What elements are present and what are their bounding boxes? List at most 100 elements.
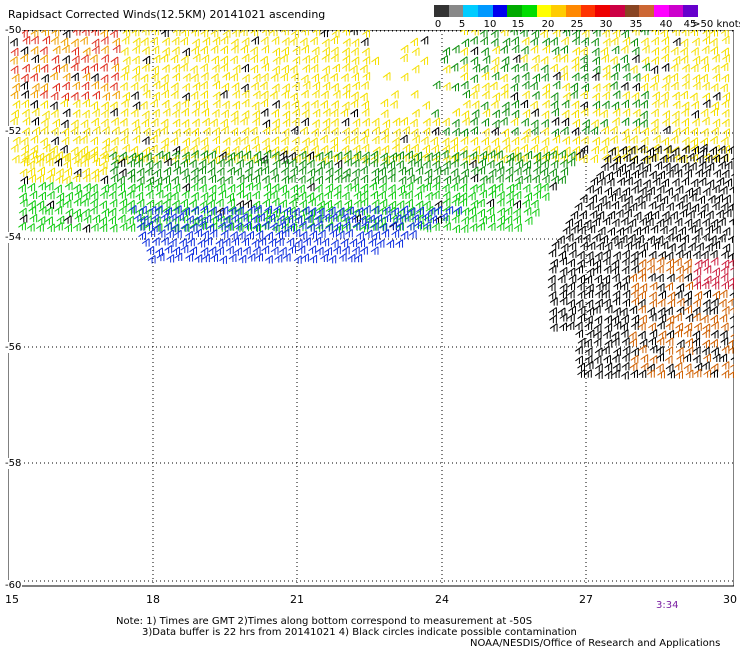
wind-barb <box>631 92 640 101</box>
wind-barb <box>540 127 549 136</box>
wind-barb <box>720 337 729 346</box>
wind-barb <box>227 184 236 193</box>
wind-barb <box>450 143 459 153</box>
wind-barb <box>286 237 295 247</box>
wind-barb <box>279 53 288 63</box>
wind-barb <box>531 54 540 64</box>
wind-barb <box>703 275 712 284</box>
wind-barb <box>470 56 479 65</box>
wind-barb <box>717 145 726 154</box>
wind-barb <box>325 174 333 184</box>
wind-barb <box>50 136 59 145</box>
wind-barb <box>301 206 310 215</box>
wind-barb <box>652 134 661 144</box>
wind-barb <box>222 214 231 224</box>
wind-barb <box>629 362 638 371</box>
wind-barb <box>723 194 731 203</box>
wind-barb <box>720 322 729 331</box>
wind-barb <box>593 337 602 347</box>
wind-barb <box>216 167 225 176</box>
wind-barb <box>275 229 284 239</box>
wind-barb <box>705 224 714 234</box>
wind-barb <box>81 109 90 119</box>
wind-barb <box>99 216 107 225</box>
wind-barb <box>82 47 91 56</box>
wind-barb <box>666 258 674 267</box>
wind-barb <box>722 54 730 63</box>
wind-barb <box>692 218 701 227</box>
wind-barb <box>19 198 28 207</box>
wind-barb <box>406 222 415 231</box>
wind-barb <box>451 151 460 161</box>
wind-barb <box>331 82 339 92</box>
wind-barb <box>241 127 250 136</box>
wind-barb <box>371 167 380 177</box>
wind-barb <box>143 152 152 161</box>
wind-barb <box>191 45 199 55</box>
wind-barb <box>653 145 662 154</box>
wind-barb <box>190 182 199 192</box>
wind-barb <box>92 157 101 167</box>
wind-barb <box>501 107 510 117</box>
wind-barb <box>649 298 657 308</box>
wind-barb <box>580 135 589 145</box>
wind-barb <box>616 227 625 236</box>
wind-barb <box>609 125 618 135</box>
wind-barb <box>74 189 83 199</box>
wind-barb <box>623 225 632 234</box>
wind-barb <box>411 134 420 144</box>
wind-barb <box>441 117 450 127</box>
wind-barb <box>208 206 217 215</box>
wind-barb <box>621 62 630 72</box>
colorbar-swatch <box>683 5 699 17</box>
wind-barb <box>37 216 46 225</box>
wind-barb <box>154 176 163 185</box>
wind-barb <box>663 144 672 154</box>
wind-barb <box>622 289 631 299</box>
wind-barb <box>32 64 40 73</box>
wind-barb <box>281 228 290 238</box>
wind-barb <box>550 36 558 46</box>
wind-barb <box>729 371 734 378</box>
wind-barb <box>631 282 639 291</box>
wind-barb <box>62 175 71 184</box>
wind-barb <box>211 108 220 118</box>
wind-barb <box>672 37 681 46</box>
wind-barb <box>389 100 398 109</box>
wind-barb <box>371 56 380 65</box>
wind-barb <box>566 289 575 299</box>
wind-barb <box>591 145 599 155</box>
wind-barb <box>676 283 685 292</box>
wind-barb <box>65 191 73 201</box>
wind-barb <box>572 30 580 38</box>
wind-barb <box>662 162 671 172</box>
wind-barb <box>577 290 586 299</box>
wind-barb <box>422 159 431 169</box>
wind-barb <box>494 150 503 159</box>
wind-barb <box>260 158 269 167</box>
wind-barb <box>11 109 19 118</box>
wind-barb <box>704 242 713 252</box>
wind-barb <box>260 108 269 117</box>
wind-barb <box>524 150 533 159</box>
wind-barb <box>664 306 673 315</box>
wind-barb <box>629 145 638 154</box>
wind-barb <box>440 166 449 176</box>
wind-barb <box>30 72 38 82</box>
wind-barb <box>571 127 580 136</box>
wind-barb <box>163 182 172 192</box>
wind-barb <box>655 235 664 244</box>
wind-barb <box>471 109 480 118</box>
wind-barb <box>210 30 219 38</box>
wind-barb <box>70 126 79 135</box>
wind-barb <box>620 216 629 226</box>
wind-barb <box>674 328 682 338</box>
wind-barb <box>49 101 58 110</box>
wind-barb <box>651 36 659 46</box>
wind-barb <box>294 215 303 224</box>
wind-barb <box>271 36 280 45</box>
wind-barb <box>117 175 125 185</box>
wind-barb <box>469 151 478 160</box>
wind-barb <box>162 175 171 184</box>
colorbar-label: 30 <box>599 19 613 30</box>
